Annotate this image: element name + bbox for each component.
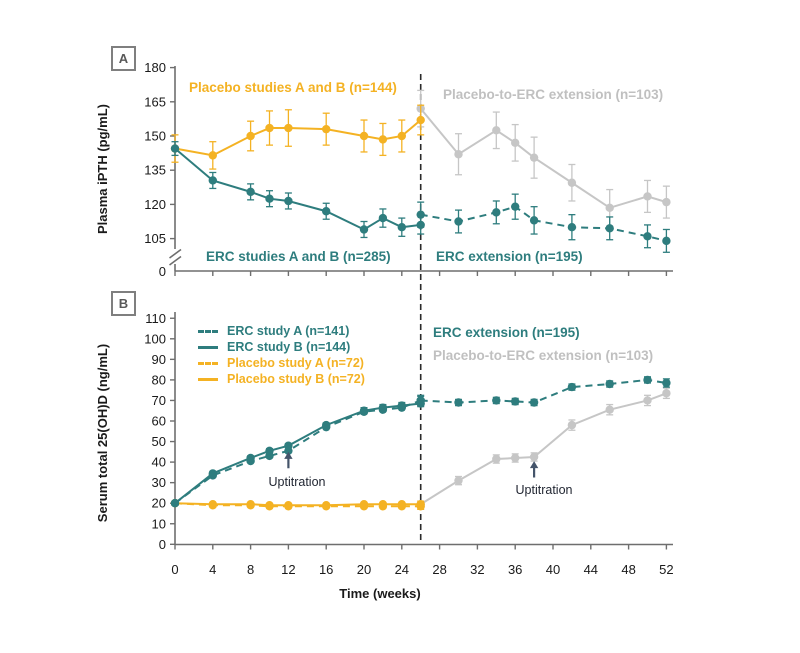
svg-text:60: 60	[152, 414, 166, 429]
uptitration-arrow	[529, 461, 539, 478]
uptitration-label-left: Uptitration	[268, 475, 326, 489]
svg-text:20: 20	[357, 562, 371, 577]
series-erc-extension-n-195-	[416, 193, 671, 253]
legend-label: ERC study B (n=144)	[227, 340, 351, 354]
legend-label: ERC study A (n=141)	[227, 324, 350, 338]
panel-a-tag: A	[111, 46, 136, 71]
svg-text:24: 24	[395, 562, 409, 577]
panel-a-placebo-ext-series-label: Placebo-to-ERC extension (n=103)	[443, 87, 664, 102]
svg-text:135: 135	[144, 163, 166, 178]
uptitration-arrow	[284, 451, 293, 469]
svg-text:44: 44	[584, 562, 598, 577]
legend-label: Placebo study B (n=72)	[227, 372, 365, 386]
uptitration-label-right: Uptitration	[515, 483, 573, 497]
x-axis-title: Time (weeks)	[339, 586, 421, 601]
legend-item-erc-study-a: ERC study A (n=141)	[198, 324, 365, 338]
svg-text:100: 100	[144, 331, 166, 346]
svg-text:80: 80	[152, 372, 166, 387]
svg-text:20: 20	[152, 496, 166, 511]
svg-text:40: 40	[152, 455, 166, 470]
solid-yellow-line-swatch	[198, 377, 218, 381]
svg-text:0: 0	[171, 562, 178, 577]
series-erc-study-b-n-144-	[170, 399, 425, 508]
series-placebo-to-erc-extension-n-103-	[416, 89, 671, 227]
svg-text:4: 4	[209, 562, 216, 577]
svg-text:12: 12	[281, 562, 295, 577]
svg-text:180: 180	[144, 60, 166, 75]
svg-text:165: 165	[144, 94, 166, 109]
svg-text:110: 110	[145, 311, 166, 326]
svg-text:16: 16	[319, 562, 333, 577]
svg-text:28: 28	[432, 562, 446, 577]
svg-text:52: 52	[659, 562, 673, 577]
svg-text:48: 48	[621, 562, 635, 577]
panel-b-erc-ext-series-label: ERC extension (n=195)	[433, 325, 580, 340]
series-placebo-study-b-n-72-	[170, 499, 425, 510]
legend-label: Placebo study A (n=72)	[227, 356, 364, 370]
series-erc-extension-n-195-	[416, 375, 671, 407]
solid-teal-line-swatch	[198, 345, 218, 349]
svg-text:40: 40	[546, 562, 560, 577]
panel-b-placebo-ext-series-label: Placebo-to-ERC extension (n=103)	[433, 348, 654, 363]
legend-item-placebo-study-b: Placebo study B (n=72)	[198, 372, 365, 386]
svg-text:36: 36	[508, 562, 522, 577]
panel-a-placebo-series-label: Placebo studies A and B (n=144)	[189, 80, 397, 95]
panel-a-axes: 180 165 150 135 120 105 0	[144, 60, 673, 279]
svg-text:50: 50	[152, 434, 166, 449]
svg-text:30: 30	[152, 475, 166, 490]
panel-a-erc-series-label: ERC studies A and B (n=285)	[206, 249, 391, 264]
svg-text:150: 150	[144, 129, 166, 144]
svg-text:0: 0	[159, 264, 166, 279]
panel-b-legend: ERC study A (n=141) ERC study B (n=144) …	[198, 324, 365, 386]
svg-text:70: 70	[152, 393, 166, 408]
panel-b-y-axis-title: Serum total 25(OH)D (ng/mL)	[95, 343, 110, 523]
series-erc-studies-a-and-b-n-285-	[170, 141, 425, 239]
legend-item-erc-study-b: ERC study B (n=144)	[198, 340, 365, 354]
panel-a-erc-ext-series-label: ERC extension (n=195)	[436, 249, 583, 264]
panel-b-axes: 0 4 8 12 16 20 24 28 32 36 40 44 48 52110100908070605…	[144, 311, 673, 577]
dashed-yellow-line-swatch	[198, 361, 218, 365]
series-placebo-to-erc-extension-n-103-	[416, 387, 671, 509]
panel-b-tag: B	[111, 291, 136, 316]
svg-text:10: 10	[152, 516, 166, 531]
svg-text:8: 8	[247, 562, 254, 577]
dashed-teal-line-swatch	[198, 329, 218, 333]
series-erc-study-a-n-141-	[170, 394, 425, 508]
svg-text:0: 0	[159, 537, 166, 552]
series-placebo-studies-a-and-b-n-144-	[170, 104, 425, 170]
svg-text:105: 105	[144, 231, 166, 246]
panel-a-y-axis-title: Plasma iPTH (pg/mL)	[95, 103, 110, 235]
svg-text:32: 32	[470, 562, 484, 577]
svg-text:120: 120	[144, 197, 166, 212]
legend-item-placebo-study-a: Placebo study A (n=72)	[198, 356, 365, 370]
svg-text:90: 90	[152, 352, 166, 367]
